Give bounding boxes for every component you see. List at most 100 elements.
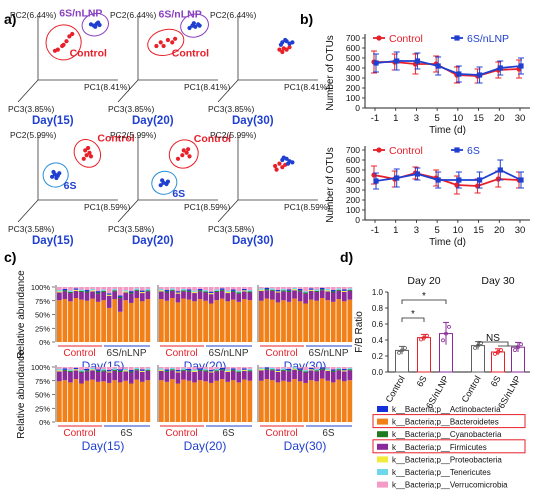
pcoa-subplot: PC2(6.44%) PC1(8.41%) PC3(3.85%)Day(30) [208, 10, 330, 127]
firmicutes-bar [236, 372, 242, 383]
series-marker [414, 58, 421, 64]
tenericutes-bar [281, 288, 286, 291]
firmicutes-bar [159, 370, 164, 381]
control-point [161, 43, 166, 49]
treat-point [285, 161, 291, 166]
firmicutes-bar [57, 371, 62, 382]
bacteroidetes-bar [186, 380, 192, 422]
significance-bracket [401, 317, 425, 322]
series-line [375, 169, 522, 182]
firmicutes-bar [347, 370, 353, 381]
pc3-axis [117, 79, 139, 103]
tenericutes-bar [112, 368, 118, 370]
y-tick-label: 600 [346, 155, 360, 165]
tenericutes-bar [303, 370, 308, 372]
firmicutes-bar [286, 291, 292, 302]
proteobacteria-bar [79, 290, 84, 292]
legend-swatch [377, 456, 388, 463]
bacteroidetes-bar [281, 380, 286, 422]
bacteroidetes-bar [203, 381, 208, 422]
legend-label: Control [389, 145, 423, 157]
proteobacteria-bar [208, 371, 214, 373]
bacteroidetes-bar [219, 298, 225, 342]
proteobacteria-bar [214, 370, 220, 372]
control-point [81, 156, 86, 161]
proteobacteria-bar [259, 289, 264, 291]
x-tick-label: 3 [414, 225, 419, 236]
proteobacteria-bar [84, 291, 90, 293]
series-marker [456, 71, 462, 77]
y-tick-label: 200 [346, 195, 360, 205]
panel-label-b: b) [300, 11, 313, 27]
treat-point [93, 24, 98, 29]
x-tick-label: 1 [393, 113, 398, 124]
series-marker [497, 167, 503, 173]
firmicutes-bar [112, 370, 118, 381]
y-tick-label: 300 [346, 73, 360, 83]
tenericutes-bar [106, 370, 112, 372]
day-label: Day(15) [32, 235, 74, 247]
firmicutes-bar [225, 293, 231, 302]
verrucomicrobia-bar [225, 367, 231, 370]
tenericutes-bar [314, 289, 320, 291]
bacteroidetes-bar [84, 380, 90, 422]
proteobacteria-bar [170, 289, 175, 291]
bacteroidetes-bar [192, 382, 197, 422]
y-tick-label: 400 [346, 63, 360, 73]
firmicutes-bar [219, 370, 225, 380]
verrucomicrobia-bar [159, 287, 164, 289]
proteobacteria-bar [90, 369, 95, 371]
proteobacteria-bar [292, 289, 297, 291]
firmicutes-bar [264, 369, 270, 380]
tenericutes-bar [101, 289, 106, 291]
proteobacteria-bar [57, 370, 62, 372]
bacteroidetes-bar [241, 299, 247, 342]
bacteroidetes-bar [230, 299, 236, 342]
verrucomicrobia-bar [117, 367, 123, 370]
control-group-label: Control [172, 47, 209, 59]
verrucomicrobia-bar [117, 287, 123, 296]
verrucomicrobia-bar [90, 287, 95, 289]
control-ellipse [45, 24, 82, 61]
tenericutes-bar [164, 290, 170, 292]
y-tick-label: 75% [35, 297, 50, 306]
proteobacteria-bar [319, 368, 325, 370]
firmicutes-bar [159, 291, 164, 300]
sample-point [397, 350, 401, 355]
firmicutes-bar [308, 290, 314, 300]
verrucomicrobia-bar [330, 367, 336, 370]
pcoa-subplot: PC2(5.99%) PC1(8.59%) PC3(3.58%)Day(30) [208, 130, 330, 247]
treat-point [165, 179, 171, 184]
x-tick-label: 30 [515, 225, 526, 236]
bacteroidetes-bar [68, 301, 73, 342]
y-tick-label: 700 [346, 33, 360, 43]
sample-point [513, 348, 517, 352]
firmicutes-bar [164, 371, 170, 382]
bacteroidetes-bar [186, 299, 192, 342]
tenericutes-bar [270, 288, 275, 290]
pc3-axis [17, 199, 39, 223]
pc3-label: PC3(3.58%) [108, 224, 154, 234]
tenericutes-bar [264, 287, 270, 290]
proteobacteria-bar [175, 371, 181, 373]
bacteroidetes-bar [308, 380, 314, 422]
bacteroidetes-bar [181, 379, 186, 422]
proteobacteria-bar [139, 291, 145, 294]
stacked-row: Relative abundance 100% 75% 50% 25% 0% Control… [16, 350, 353, 453]
verrucomicrobia-bar [314, 287, 320, 290]
proteobacteria-bar [186, 370, 192, 372]
bacteroidetes-bar [325, 300, 331, 342]
proteobacteria-bar [341, 290, 347, 292]
control-point [287, 45, 292, 50]
firmicutes-bar [264, 290, 270, 299]
tenericutes-bar [214, 368, 220, 371]
x-tick-label: 5 [434, 113, 439, 124]
tenericutes-bar [308, 367, 314, 370]
bacteroidetes-bar [106, 382, 112, 422]
tenericutes-bar [101, 368, 106, 371]
x-tick-label: Control [460, 374, 483, 404]
series-marker [476, 177, 483, 183]
tenericutes-bar [159, 288, 164, 291]
tenericutes-bar [186, 368, 192, 371]
control-group-label: Control [194, 133, 231, 145]
